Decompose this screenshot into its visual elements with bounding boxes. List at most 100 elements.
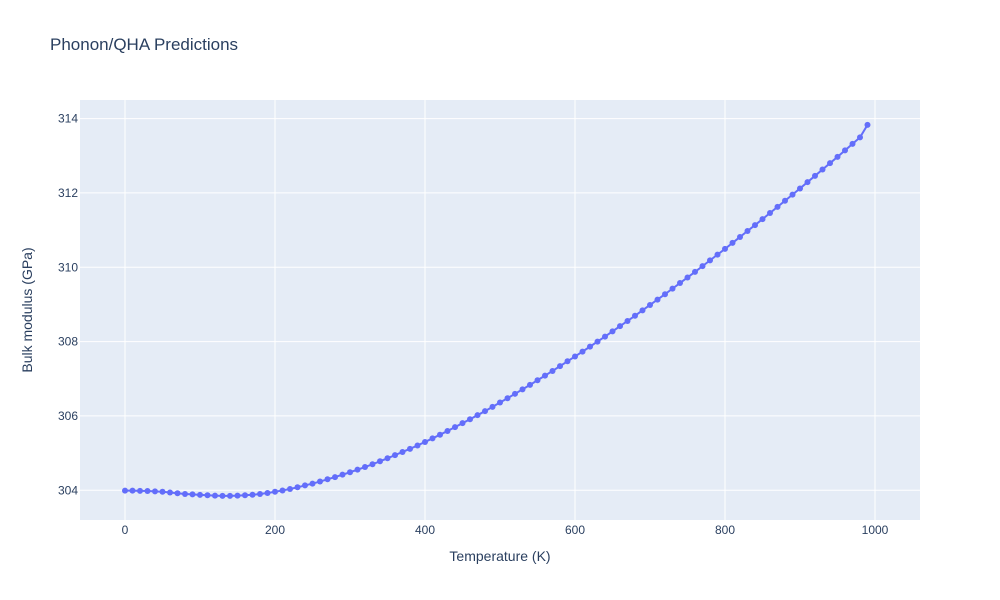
- data-point: [549, 367, 556, 374]
- data-point: [467, 416, 473, 423]
- data-point: [302, 482, 308, 489]
- data-point: [174, 490, 181, 497]
- y-tick-label: 308: [58, 335, 78, 349]
- data-point: [519, 386, 526, 393]
- data-point: [617, 323, 623, 330]
- data-point: [384, 455, 391, 462]
- data-point: [602, 333, 608, 340]
- data-point: [654, 296, 661, 303]
- data-point: [294, 484, 301, 491]
- data-point: [669, 285, 676, 292]
- data-point: [444, 427, 451, 434]
- y-tick-label: 312: [58, 186, 78, 200]
- data-point: [827, 160, 833, 167]
- data-point: [474, 412, 481, 419]
- data-point: [752, 222, 758, 229]
- data-point: [197, 491, 203, 498]
- data-point: [714, 251, 721, 258]
- data-point: [707, 257, 713, 264]
- plot-area: [80, 100, 920, 520]
- data-point: [774, 203, 781, 210]
- data-point: [647, 301, 653, 308]
- x-tick-label: 1000: [862, 523, 889, 537]
- data-point: [542, 372, 548, 379]
- x-tick-label: 200: [265, 523, 285, 537]
- data-point: [212, 492, 218, 499]
- data-point: [317, 478, 323, 485]
- data-point: [369, 461, 376, 468]
- x-tick-label: 0: [122, 523, 129, 537]
- data-point: [407, 445, 413, 452]
- data-point: [767, 209, 773, 216]
- data-point: [782, 197, 788, 204]
- series-bulk-modulus: [122, 121, 871, 499]
- data-point: [264, 490, 271, 497]
- x-gridlines: [124, 100, 876, 520]
- data-point: [677, 280, 683, 287]
- data-point: [849, 140, 856, 147]
- data-point: [129, 487, 136, 494]
- data-point: [812, 172, 818, 179]
- data-point: [624, 317, 631, 324]
- data-point: [122, 487, 128, 494]
- data-point: [324, 476, 331, 483]
- data-point: [699, 263, 706, 270]
- data-point: [182, 490, 188, 497]
- data-point: [204, 492, 211, 499]
- y-tick-labels: 304 306 308 310 312 314: [58, 112, 78, 498]
- data-point: [362, 464, 368, 471]
- data-point: [864, 121, 871, 128]
- data-point: [797, 185, 803, 192]
- data-point: [512, 390, 518, 397]
- y-gridlines: [80, 118, 920, 491]
- data-point: [354, 466, 361, 473]
- data-point: [422, 438, 428, 445]
- data-point: [504, 395, 511, 402]
- data-point: [249, 491, 256, 498]
- data-point: [429, 435, 436, 442]
- data-point: [414, 442, 421, 449]
- data-point: [692, 268, 698, 275]
- data-point: [482, 408, 488, 415]
- y-tick-label: 314: [58, 112, 78, 126]
- data-point: [227, 492, 233, 499]
- data-point: [189, 491, 196, 498]
- data-point: [377, 458, 383, 465]
- data-point: [722, 245, 728, 252]
- data-point: [834, 153, 841, 160]
- y-tick-label: 304: [58, 483, 78, 497]
- data-point: [279, 487, 286, 494]
- data-point: [632, 312, 638, 319]
- data-point: [437, 431, 443, 438]
- data-point: [564, 358, 571, 365]
- data-point: [272, 488, 278, 495]
- data-point: [744, 228, 751, 235]
- data-point: [332, 474, 338, 481]
- y-axis-title: Bulk modulus (GPa): [19, 247, 35, 372]
- data-point: [572, 353, 578, 360]
- data-point: [527, 381, 533, 388]
- data-point: [759, 216, 766, 223]
- y-tick-label: 306: [58, 409, 78, 423]
- data-point: [152, 488, 158, 495]
- data-point: [159, 488, 166, 495]
- data-point: [662, 291, 668, 298]
- data-point: [789, 191, 796, 198]
- series-line: [125, 124, 869, 497]
- data-point: [737, 233, 743, 240]
- x-tick-label: 400: [415, 523, 435, 537]
- data-point: [167, 489, 173, 496]
- data-point: [309, 480, 316, 487]
- chart-title: Phonon/QHA Predictions: [50, 35, 238, 54]
- data-point: [579, 348, 586, 355]
- data-point: [339, 471, 346, 478]
- data-point: [842, 147, 848, 154]
- x-axis-title: Temperature (K): [449, 548, 550, 564]
- data-point: [594, 338, 601, 345]
- data-point: [639, 307, 646, 314]
- data-point: [534, 377, 541, 384]
- data-point: [729, 239, 736, 246]
- data-point: [459, 420, 466, 427]
- data-point: [804, 179, 811, 186]
